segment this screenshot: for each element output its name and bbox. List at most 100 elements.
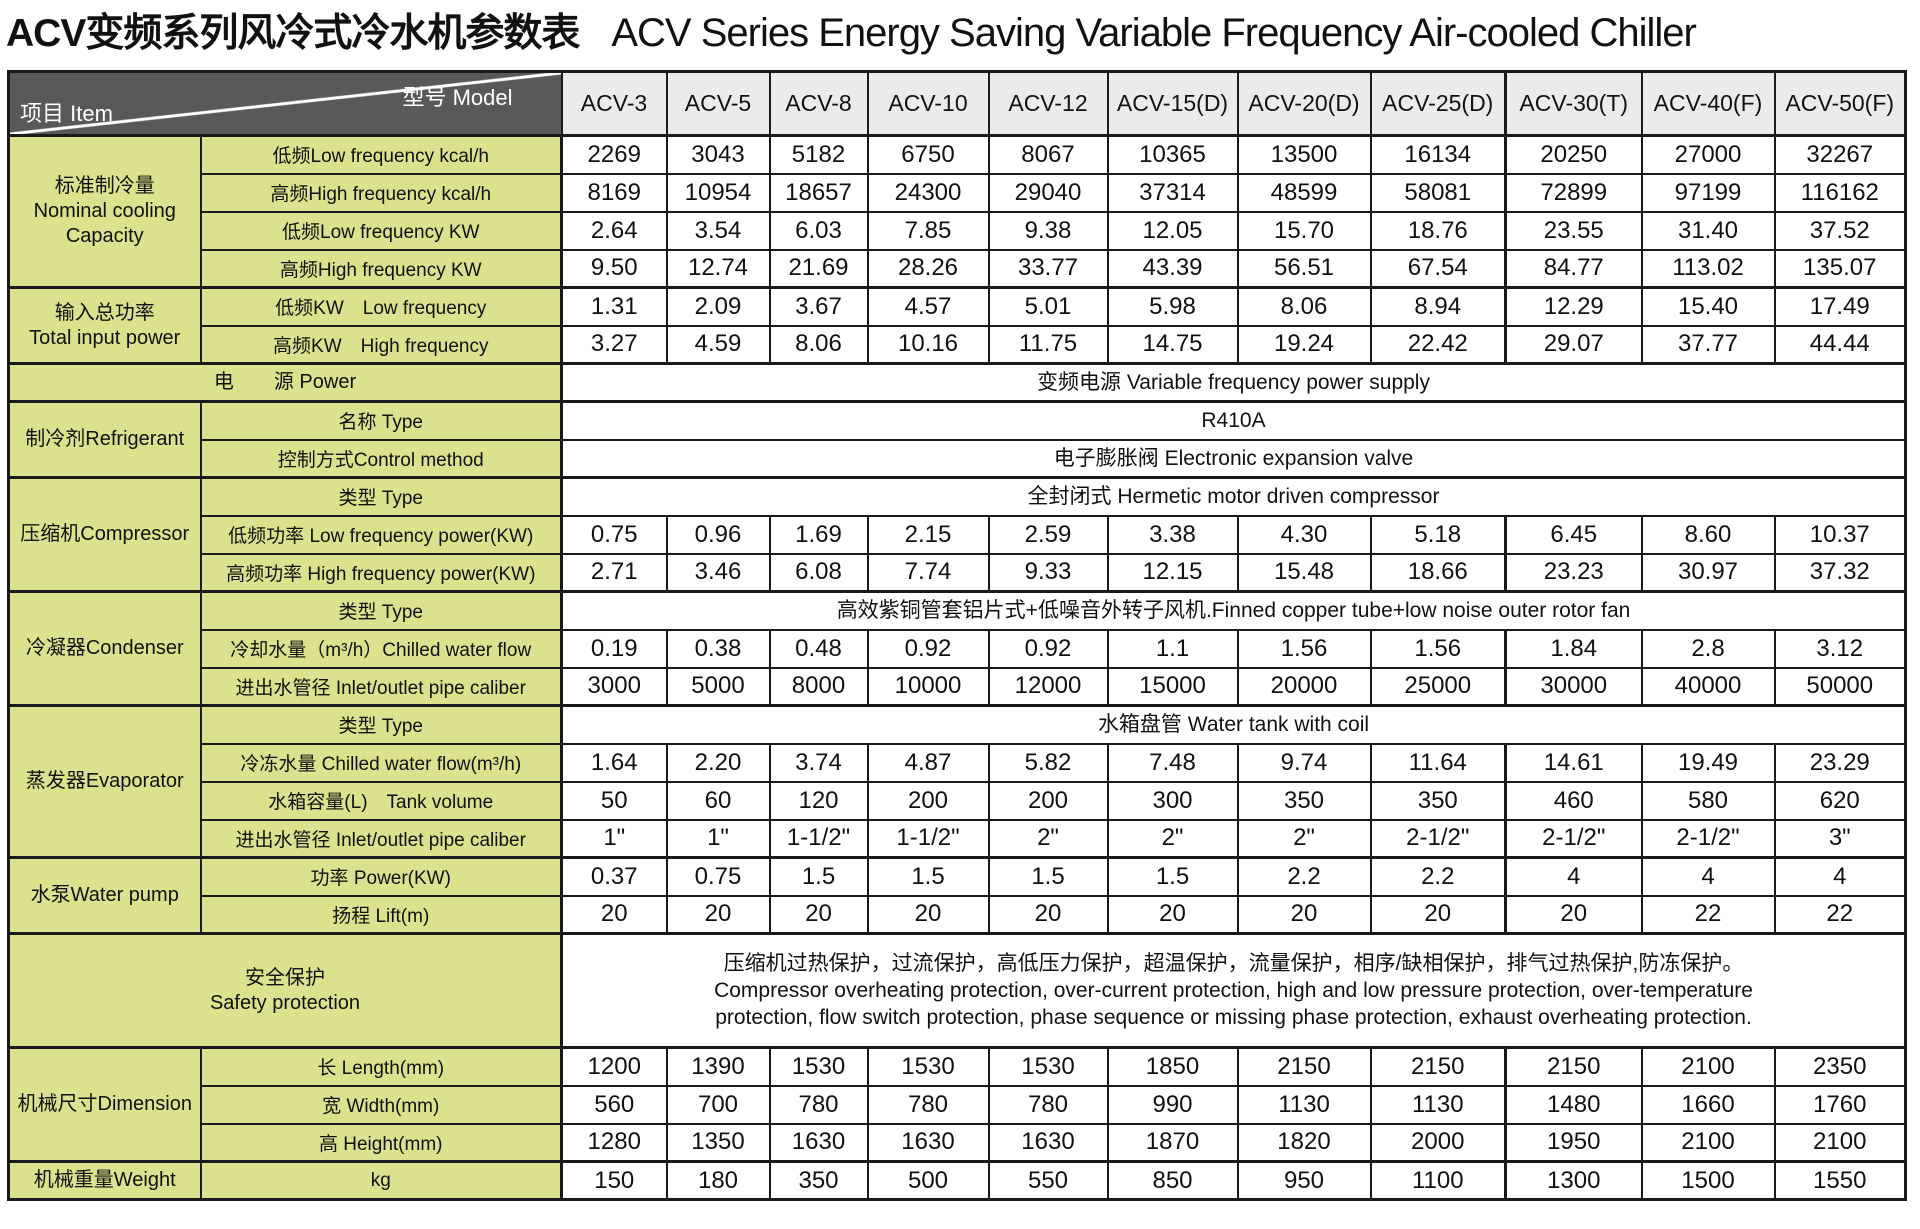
value-cell: 20: [665, 894, 771, 935]
row-label: 安全保护 Safety protection: [7, 932, 563, 1049]
span-value-cell: 压缩机过热保护，过流保护，高低压力保护，超温保护，流量保护，相序/缺相保护，排气…: [560, 932, 1907, 1049]
value-cell: 6.08: [768, 552, 869, 593]
span-value-cell: 全封闭式 Hermetic motor driven compressor: [560, 476, 1907, 517]
value-cell: 20: [987, 894, 1109, 935]
value-cell: 4.59: [665, 324, 771, 365]
value-cell: 2100: [1773, 1122, 1907, 1163]
value-cell: 1.5: [768, 856, 869, 897]
value-cell: 20: [1504, 894, 1643, 935]
value-cell: 1350: [665, 1122, 771, 1163]
row-label: 长 Length(mm): [199, 1046, 563, 1087]
table-row: 高频High frequency KW 9.50 12.74 21.69 28.26 33…: [9, 248, 1907, 289]
text-line: 压缩机Compressor: [20, 523, 190, 545]
row-label: 类型 Type: [199, 476, 563, 517]
value-cell: 10365: [1106, 134, 1239, 175]
value-cell: 1820: [1236, 1122, 1372, 1163]
value-cell: 1500: [1640, 1160, 1776, 1201]
value-cell: 2269: [560, 134, 668, 175]
value-cell: 20000: [1236, 666, 1372, 707]
value-cell: 33.77: [987, 248, 1109, 289]
value-cell: 7.74: [866, 552, 990, 593]
value-cell: 5.18: [1369, 514, 1507, 555]
table-row: 高频KW High frequency 3.27 4.59 8.06 10.16 11.7…: [9, 324, 1907, 365]
text-line: Safety protection: [209, 991, 361, 1014]
value-cell: 40000: [1640, 666, 1776, 707]
page-title-en: ACV Series Energy Saving Variable Freque…: [611, 11, 1696, 55]
value-cell: 0.92: [866, 628, 990, 669]
table-row: 高 Height(mm) 1280 1350 1630 1630 1630 1870 1820…: [9, 1122, 1907, 1163]
value-cell: 3.67: [768, 286, 869, 327]
page-title: ACV变频系列风冷式冷水机参数表 ACV Series Energy Savin…: [6, 2, 1697, 58]
text-line: 标准制冷量: [54, 175, 155, 197]
value-cell: 12.15: [1106, 552, 1239, 593]
value-cell: 97199: [1640, 172, 1776, 213]
text-line: Total input power: [29, 326, 181, 349]
value-cell: 3.46: [665, 552, 771, 593]
value-cell: 2": [1236, 818, 1372, 859]
value-cell: 12.29: [1504, 286, 1643, 327]
row-label: 冷冻水量 Chilled water flow(m³/h): [199, 742, 563, 783]
row-label: 低频Low frequency KW: [199, 210, 563, 251]
value-cell: 1760: [1773, 1084, 1907, 1125]
row-label: 控制方式Control method: [199, 438, 563, 479]
value-cell: 72899: [1504, 172, 1643, 213]
value-cell: 1": [665, 818, 771, 859]
value-cell: 1200: [560, 1046, 668, 1087]
value-cell: 2": [1106, 818, 1239, 859]
value-cell: 15.40: [1640, 286, 1776, 327]
value-cell: 350: [1236, 780, 1372, 821]
value-cell: 350: [1369, 780, 1507, 821]
value-cell: 0.48: [768, 628, 869, 669]
value-cell: 0.38: [665, 628, 771, 669]
value-cell: 1.5: [1106, 856, 1239, 897]
row-label: 高频High frequency kcal/h: [199, 172, 563, 213]
value-cell: 19.24: [1236, 324, 1372, 365]
model-header: ACV-25(D): [1369, 70, 1507, 137]
row-label: 高频High frequency KW: [199, 248, 563, 289]
value-cell: 18.76: [1369, 210, 1507, 251]
value-cell: 9.38: [987, 210, 1109, 251]
value-cell: 23.29: [1773, 742, 1907, 783]
value-cell: 32267: [1773, 134, 1907, 175]
value-cell: 8.94: [1369, 286, 1507, 327]
row-label: 高频功率 High frequency power(KW): [199, 552, 563, 593]
row-label: 高 Height(mm): [199, 1122, 563, 1163]
spec-table: 型号 Model 项目 Item ACV-3 ACV-5 ACV-8 ACV-10 ACV-…: [7, 70, 1907, 1201]
span-value-cell: R410A: [560, 400, 1907, 441]
group-cell: 标准制冷量 Nominal cooling Capacity: [7, 134, 202, 289]
group-cell: 蒸发器Evaporator: [7, 704, 202, 859]
value-cell: 780: [768, 1084, 869, 1125]
value-cell: 0.75: [560, 514, 668, 555]
page-title-zh: ACV变频系列风冷式冷水机参数表: [6, 12, 580, 55]
table-row: 标准制冷量 Nominal cooling Capacity 低频Low freque…: [7, 134, 1907, 289]
value-cell: 29040: [987, 172, 1109, 213]
value-cell: 2100: [1640, 1122, 1776, 1163]
model-header: ACV-15(D): [1106, 70, 1239, 137]
value-cell: 20: [866, 894, 990, 935]
text-line: 压缩机过热保护，过流保护，高低压力保护，超温保护，流量保护，相序/缺相保护，排气…: [723, 952, 1744, 975]
text-line: Compressor overheating protection, over-…: [714, 979, 1753, 1002]
value-cell: 3": [1773, 818, 1907, 859]
value-cell: 1630: [866, 1122, 990, 1163]
text-line: protection, flow switch protection, phas…: [715, 1006, 1752, 1029]
value-cell: 25000: [1369, 666, 1507, 707]
group-cell: 制冷剂Refrigerant: [7, 400, 202, 479]
value-cell: 2150: [1369, 1046, 1507, 1087]
value-cell: 15.48: [1236, 552, 1372, 593]
value-cell: 2.15: [866, 514, 990, 555]
value-cell: 1280: [560, 1122, 668, 1163]
value-cell: 2000: [1369, 1122, 1507, 1163]
value-cell: 1.69: [768, 514, 869, 555]
table-row: 扬程 Lift(m) 20 20 20 20 20 20 20 20 20 22 22: [9, 894, 1907, 935]
item-axis-label: 项目 Item: [20, 101, 113, 126]
spec-table-body: 标准制冷量 Nominal cooling Capacity 低频Low freque…: [7, 134, 1907, 1201]
value-cell: 10000: [866, 666, 990, 707]
value-cell: 37.32: [1773, 552, 1907, 593]
value-cell: 17.49: [1773, 286, 1907, 327]
value-cell: 300: [1106, 780, 1239, 821]
value-cell: 19.49: [1640, 742, 1776, 783]
table-row: 压缩机Compressor 类型 Type 全封闭式 Hermetic motor …: [7, 476, 1907, 593]
value-cell: 0.75: [665, 856, 771, 897]
value-cell: 990: [1106, 1084, 1239, 1125]
value-cell: 37.77: [1640, 324, 1776, 365]
